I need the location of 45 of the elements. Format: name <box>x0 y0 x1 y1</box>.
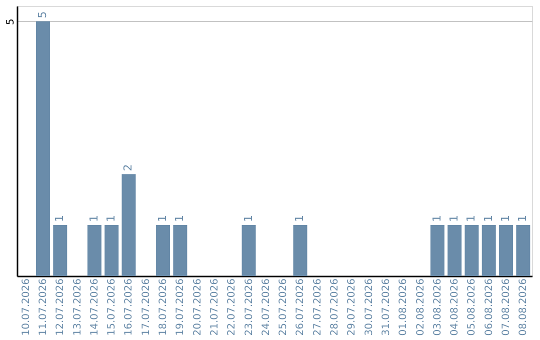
data-label: 1 <box>156 215 170 222</box>
x-tick-label: 21.07.2026 <box>209 278 220 336</box>
data-label: 1 <box>293 215 306 222</box>
x-tick-label: 15.07.2026 <box>106 278 118 336</box>
data-label: 1 <box>499 215 512 222</box>
x-tick-label: 17.07.2026 <box>140 278 152 336</box>
x-tick-label: 28.07.2026 <box>330 278 341 336</box>
data-label: 1 <box>53 215 66 222</box>
x-tick-label: 25.07.2026 <box>278 278 290 336</box>
x-tick-label: 24.07.2026 <box>260 278 272 336</box>
data-label: 2 <box>122 164 135 172</box>
data-label: 1 <box>482 215 495 222</box>
x-tick-label: 14.07.2026 <box>89 278 100 336</box>
x-tick-label: 06.08.2026 <box>484 278 495 336</box>
x-tick-label: 03.08.2026 <box>432 278 444 336</box>
x-tick-label: 16.07.2026 <box>124 278 135 336</box>
x-tick-label: 05.08.2026 <box>466 278 478 336</box>
x-tick-label: 19.07.2026 <box>175 278 186 336</box>
x-tick-label: 31.07.2026 <box>380 278 392 336</box>
x-tick-label: 18.07.2026 <box>158 278 170 336</box>
data-label: 1 <box>242 215 255 222</box>
x-tick-label: 04.08.2026 <box>450 278 461 336</box>
x-tick-label: 11.07.2026 <box>38 278 49 336</box>
data-label: 1 <box>430 215 444 222</box>
data-label: 1 <box>173 215 186 222</box>
x-tick-label: 07.08.2026 <box>501 278 512 336</box>
x-tick-label: 27.07.2026 <box>312 278 324 336</box>
x-tick-label: 23.07.2026 <box>244 278 255 336</box>
x-tick-label: 13.07.2026 <box>72 278 84 336</box>
data-label: 1 <box>464 215 478 222</box>
x-tick-label: 22.07.2026 <box>226 278 238 336</box>
data-label: 1 <box>516 215 530 222</box>
data-label: 5 <box>36 11 49 18</box>
x-tick-label: 08.08.2026 <box>518 278 530 336</box>
x-tick-label: 02.08.2026 <box>415 278 426 336</box>
x-tick-label: 10.07.2026 <box>20 278 32 336</box>
data-label: 1 <box>448 215 461 222</box>
x-tick-label: 12.07.2026 <box>55 278 66 336</box>
x-tick-label: 29.07.2026 <box>346 278 358 336</box>
x-tick-label: 20.07.2026 <box>192 278 204 336</box>
x-tick-label: 01.08.2026 <box>398 278 410 336</box>
data-label: 1 <box>104 215 118 222</box>
x-tick-label: 30.07.2026 <box>364 278 375 336</box>
data-label: 1 <box>87 215 100 222</box>
x-tick-label: 26.07.2026 <box>295 278 306 336</box>
